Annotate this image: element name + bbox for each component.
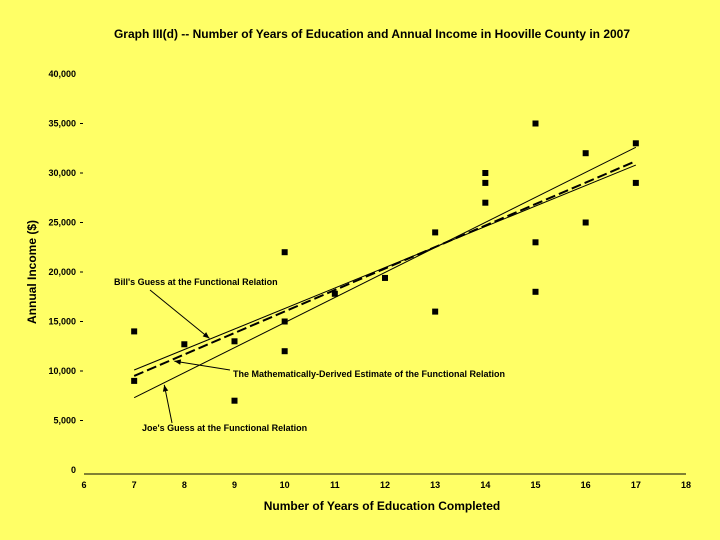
annotations: Bill's Guess at the Functional Relation T… (114, 277, 505, 433)
annotation-arrowhead (162, 384, 169, 392)
x-tick-label: 11 (330, 480, 340, 490)
x-tick-label: 6 (81, 480, 86, 490)
data-point (231, 338, 238, 345)
x-tick-labels: 6 7 8 9 10 11 12 13 14 15 16 17 18 (81, 480, 691, 490)
data-point (181, 341, 188, 348)
y-tick-label: 5,000 (53, 416, 76, 426)
data-point (281, 348, 288, 355)
y-tick-label: 25,000 (48, 218, 76, 228)
data-point (131, 328, 138, 335)
data-point (432, 308, 439, 315)
y-axis-label: Annual Income ($) (25, 220, 39, 324)
data-point (382, 274, 388, 281)
x-tick-label: 7 (132, 480, 137, 490)
data-point (632, 179, 639, 186)
annotation-arrowhead (174, 359, 182, 365)
x-tick-label: 15 (530, 480, 540, 490)
annotation-label: The Mathematically-Derived Estimate of t… (233, 369, 505, 379)
data-point (482, 179, 489, 186)
x-tick-label: 10 (280, 480, 290, 490)
data-point (131, 377, 138, 384)
x-tick-label: 16 (581, 480, 591, 490)
x-tick-label: 14 (480, 480, 490, 490)
x-tick-label: 13 (430, 480, 440, 490)
y-tick-label: 10,000 (48, 366, 76, 376)
data-point (532, 288, 539, 295)
y-tick-label: 30,000 (48, 168, 76, 178)
y-tick-label: 0 (71, 465, 76, 475)
annotation-label: Joe's Guess at the Functional Relation (142, 423, 307, 433)
x-tick-label: 9 (232, 480, 237, 490)
data-point (532, 120, 539, 127)
chart-title: Graph III(d) -- Number of Years of Educa… (114, 27, 630, 41)
data-point (532, 239, 539, 246)
data-point (432, 229, 439, 236)
data-point (582, 150, 589, 157)
solid-fit-line (133, 146, 637, 399)
x-tick-label: 12 (380, 480, 390, 490)
data-point (231, 397, 238, 404)
data-points (131, 120, 639, 404)
y-tick-labels: 0 5,000 10,000 15,000 20,000 25,000 30,000 35,0… (48, 69, 83, 475)
y-tick-label: 20,000 (48, 267, 76, 277)
data-point (582, 219, 589, 226)
annotation-arrowhead (202, 332, 210, 339)
dashed-fit-line (133, 160, 637, 377)
annotation-arrow (149, 289, 210, 339)
data-point (482, 199, 489, 206)
y-tick-label: 40,000 (48, 69, 76, 79)
x-tick-label: 18 (681, 480, 691, 490)
data-point (331, 290, 338, 297)
data-point (632, 140, 639, 147)
data-point (281, 318, 288, 325)
x-tick-label: 8 (182, 480, 187, 490)
fit-lines (133, 146, 637, 399)
data-point (281, 249, 288, 256)
x-axis-label: Number of Years of Education Completed (264, 499, 500, 513)
x-tick-label: 17 (631, 480, 641, 490)
annotation-arrow (163, 384, 173, 424)
annotation-arrow (174, 360, 231, 371)
y-tick-label: 35,000 (48, 119, 76, 129)
data-point (482, 170, 489, 176)
y-tick-label: 15,000 (48, 317, 76, 327)
annotation-label: Bill's Guess at the Functional Relation (114, 277, 278, 287)
